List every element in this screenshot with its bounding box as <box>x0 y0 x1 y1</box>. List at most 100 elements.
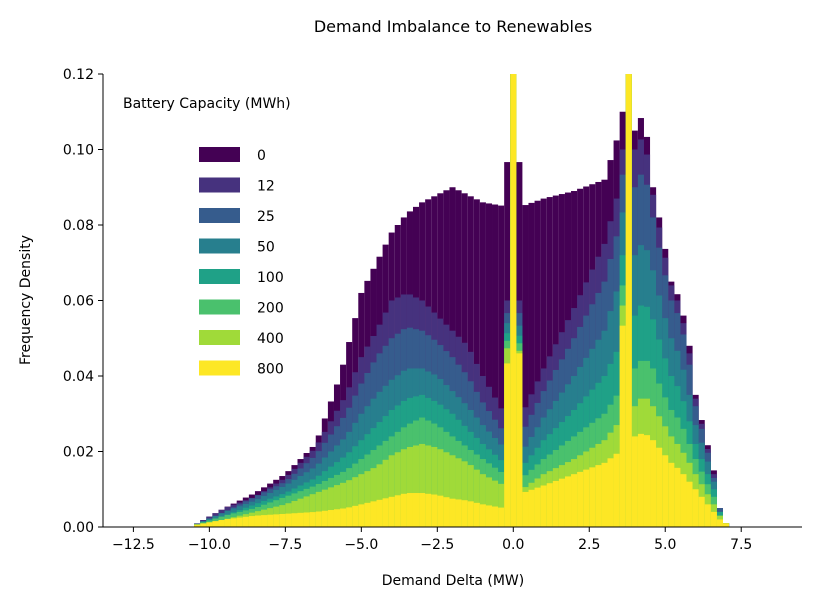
bar <box>327 510 334 527</box>
bar <box>352 477 359 527</box>
bar <box>321 510 328 527</box>
bar <box>455 458 462 527</box>
bar <box>492 204 499 527</box>
bar <box>492 506 499 527</box>
bar <box>364 502 371 527</box>
bar <box>346 480 353 527</box>
bar <box>303 512 310 527</box>
legend: Battery Capacity (MWh) 0 12 25 50 100 200 400 8… <box>123 96 291 378</box>
bar <box>261 515 268 527</box>
bar <box>558 478 565 527</box>
bar <box>346 507 353 527</box>
bar <box>643 435 651 527</box>
legend-swatch <box>199 330 240 345</box>
bar <box>619 325 626 527</box>
bar <box>571 474 578 527</box>
bar <box>528 489 535 527</box>
bar <box>656 447 663 527</box>
bar <box>340 508 347 527</box>
bar <box>461 461 468 527</box>
x-tick-label: −2.5 <box>420 537 454 553</box>
bar <box>601 462 608 527</box>
bar <box>686 481 693 527</box>
legend-swatch <box>199 208 240 223</box>
legend-label: 12 <box>257 179 275 195</box>
x-axis-label: Demand Delta (MW) <box>382 573 524 589</box>
bar <box>510 74 517 527</box>
bar <box>303 496 310 527</box>
bar <box>394 495 401 527</box>
x-tick-label: −10.0 <box>188 537 231 553</box>
bar <box>479 474 486 527</box>
legend-label: 200 <box>257 301 284 317</box>
bar <box>242 516 249 527</box>
bar <box>315 511 322 527</box>
bar <box>218 520 225 527</box>
bar <box>309 494 316 527</box>
bar <box>327 487 334 527</box>
bar <box>406 493 413 527</box>
bar <box>333 485 341 527</box>
x-ticks: −12.5 −10.0 −7.5 −5.0 −2.5 0.0 2.5 5.0 7.5 <box>112 527 752 553</box>
x-tick-label: 2.5 <box>578 537 600 553</box>
bar <box>425 445 432 527</box>
bar <box>370 468 377 527</box>
bar <box>431 494 438 527</box>
bar <box>637 433 644 527</box>
bar <box>309 512 316 527</box>
bar <box>419 493 426 527</box>
legend-swatch <box>199 238 240 254</box>
bar <box>382 498 389 527</box>
x-tick-label: −5.0 <box>344 537 378 553</box>
bar <box>437 495 444 527</box>
bar <box>534 200 541 528</box>
bar <box>400 449 407 527</box>
legend-label: 100 <box>257 270 284 286</box>
bar <box>540 485 547 527</box>
bar <box>437 449 444 527</box>
bar <box>522 491 529 527</box>
bar <box>388 496 395 527</box>
bar <box>340 482 347 527</box>
y-tick-label: 0.06 <box>63 294 94 310</box>
legend-swatch <box>199 299 240 315</box>
bar <box>358 474 365 527</box>
bar <box>254 515 262 527</box>
bar <box>467 501 474 527</box>
x-tick-label: −7.5 <box>268 537 302 553</box>
bar <box>704 504 711 527</box>
bar <box>504 363 511 527</box>
y-tick-label: 0.02 <box>63 445 94 461</box>
x-tick-label: 5.0 <box>654 537 676 553</box>
bar <box>382 459 389 527</box>
y-tick-label: 0.00 <box>63 520 94 536</box>
bar <box>212 521 219 527</box>
bar <box>455 499 462 527</box>
bar <box>662 455 669 527</box>
legend-label: 400 <box>257 331 284 347</box>
bar <box>589 467 596 527</box>
bar <box>443 497 450 527</box>
bar <box>522 205 529 528</box>
bar <box>394 452 401 527</box>
y-ticks: 0.00 0.02 0.04 0.06 0.08 0.10 0.12 <box>63 67 103 536</box>
bar <box>425 493 432 527</box>
bar <box>473 199 480 527</box>
bar <box>419 443 426 527</box>
bar <box>710 511 717 527</box>
bar <box>479 202 486 527</box>
bar <box>546 483 553 527</box>
bar <box>248 516 255 527</box>
y-tick-label: 0.12 <box>63 67 94 83</box>
bar <box>528 202 535 527</box>
bar <box>376 464 383 527</box>
bar <box>485 477 493 527</box>
bar <box>473 469 480 527</box>
bar <box>498 507 505 527</box>
bar <box>352 505 359 527</box>
bar <box>492 480 499 527</box>
bar <box>698 496 705 527</box>
bar <box>406 446 413 527</box>
x-tick-label: 7.5 <box>730 537 752 553</box>
bar <box>333 509 341 527</box>
